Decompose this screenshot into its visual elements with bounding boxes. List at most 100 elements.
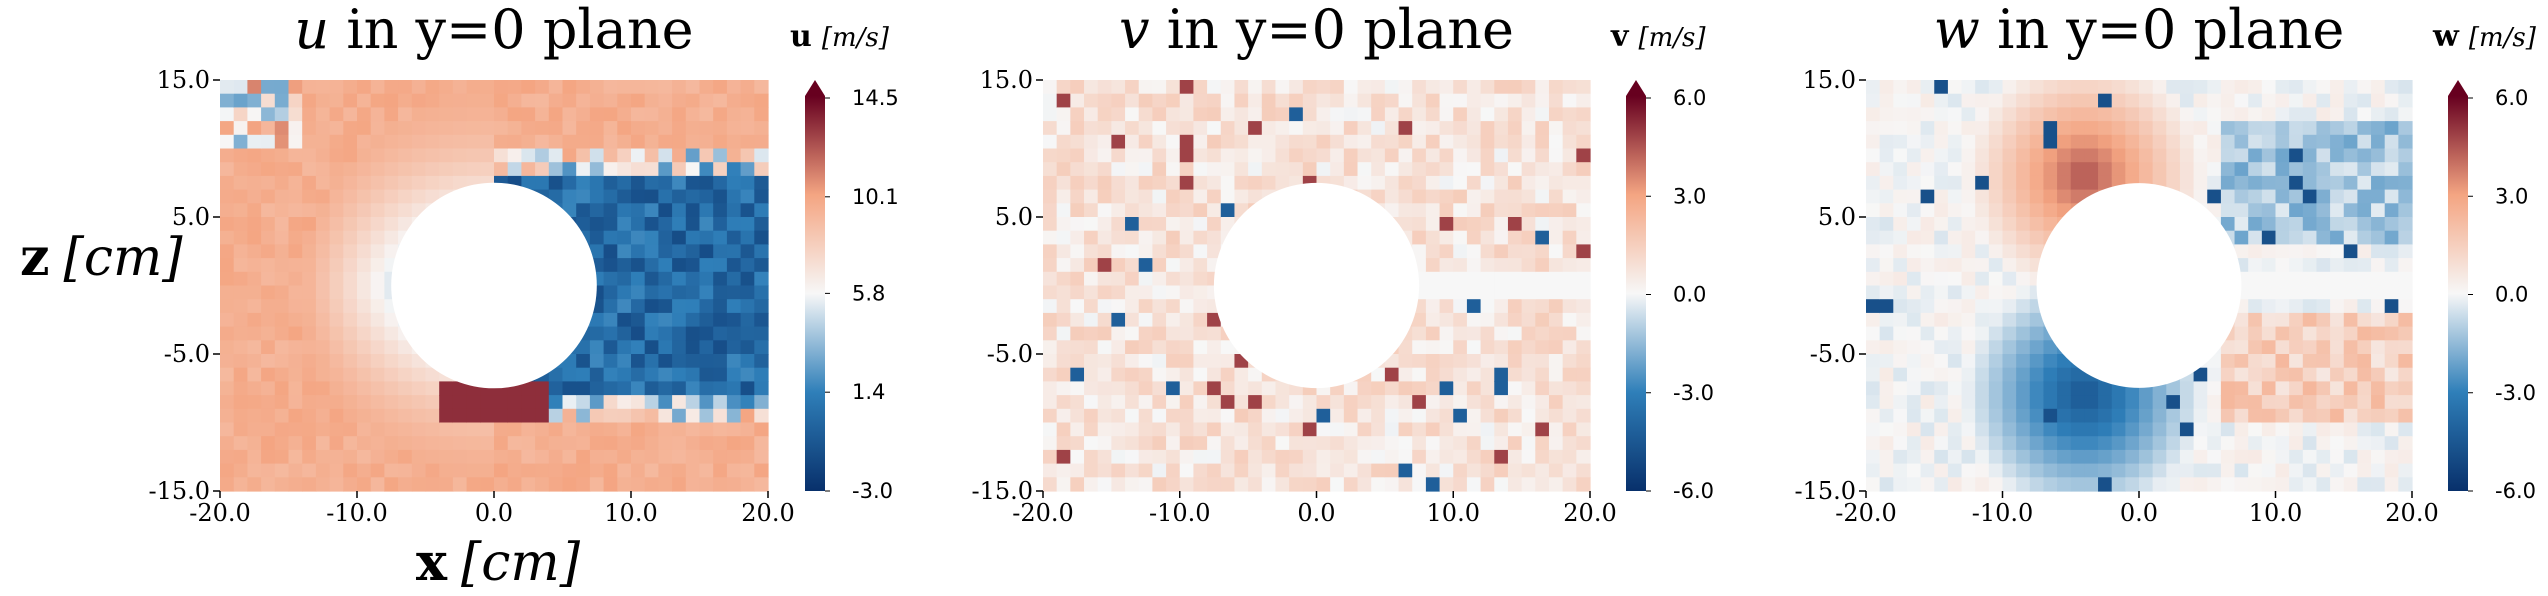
heatmap-cell — [357, 463, 372, 478]
heatmap-cell — [2289, 134, 2304, 150]
heatmap-cell — [2043, 367, 2058, 382]
heatmap-cell — [1357, 422, 1372, 437]
heatmap-cell — [1398, 93, 1413, 108]
heatmap-cell — [1179, 354, 1195, 369]
heatmap-cell — [274, 203, 290, 218]
heatmap-cell — [2261, 367, 2277, 382]
heatmap-cell — [1193, 449, 1208, 465]
heatmap-cell — [2070, 107, 2085, 122]
heatmap-cell — [672, 271, 687, 287]
heatmap-cell — [1357, 121, 1372, 136]
heatmap-cell — [603, 162, 618, 177]
heatmap-cell — [1425, 203, 1441, 218]
heatmap-cell — [1480, 326, 1495, 341]
heatmap-cell — [425, 80, 440, 95]
heatmap-cell — [644, 271, 659, 287]
heatmap-cell — [1947, 121, 1963, 136]
heatmap-cell — [2043, 217, 2058, 232]
heatmap-cell — [672, 299, 687, 314]
heatmap-cell — [1261, 134, 1277, 150]
heatmap-cell — [1494, 422, 1509, 437]
heatmap-cell — [1220, 107, 1236, 122]
heatmap-cell — [535, 408, 550, 424]
heatmap-cell — [658, 436, 673, 451]
heatmap-cell — [2302, 230, 2318, 245]
heatmap-cell — [1412, 203, 1427, 218]
heatmap-cell — [2357, 134, 2372, 150]
heatmap-cell — [1179, 340, 1195, 355]
heatmap-cell — [1507, 148, 1523, 163]
heatmap-cell — [2166, 449, 2181, 465]
heatmap-cell — [1412, 381, 1427, 396]
heatmap-cell — [1330, 93, 1345, 108]
heatmap-cell — [1343, 162, 1359, 177]
heatmap-cell — [1920, 326, 1935, 341]
heatmap-cell — [713, 217, 728, 232]
heatmap-cell — [1398, 449, 1413, 465]
heatmap-cell — [2057, 162, 2072, 177]
heatmap-cell — [302, 107, 317, 122]
heatmap-cell — [699, 162, 714, 177]
heatmap-cell — [329, 162, 344, 177]
x-tick-label: 20.0 — [1563, 499, 1616, 527]
heatmap-cell — [1439, 189, 1454, 204]
heatmap-cell — [1920, 312, 1935, 328]
heatmap-cell — [2330, 340, 2345, 355]
heatmap-cell — [452, 422, 468, 437]
heatmap-cell — [2398, 203, 2413, 218]
heatmap-cell — [2384, 477, 2399, 492]
heatmap-cell — [726, 340, 742, 355]
heatmap-cell — [1166, 340, 1181, 355]
heatmap-cell — [1866, 463, 1881, 478]
heatmap-cell — [1947, 189, 1963, 204]
heatmap-cell — [1166, 175, 1181, 191]
heatmap-cell — [1893, 189, 1908, 204]
heatmap-cell — [1275, 422, 1290, 437]
heatmap-cell — [1234, 175, 1249, 191]
heatmap-cell — [274, 121, 290, 136]
heatmap-cell — [220, 162, 235, 177]
heatmap-cell — [2261, 340, 2277, 355]
heatmap-cell — [1207, 107, 1222, 122]
heatmap-cell — [1961, 121, 1976, 136]
heatmap-cell — [1412, 367, 1427, 382]
heatmap-cell — [1384, 381, 1400, 396]
heatmap-cell — [2330, 381, 2345, 396]
heatmap-cell — [1084, 381, 1099, 396]
heatmap-cell — [2398, 189, 2413, 204]
heatmap-cell — [1866, 422, 1881, 437]
heatmap-cell — [261, 244, 276, 259]
heatmap-cell — [1521, 299, 1536, 314]
heatmap-cell — [1289, 436, 1304, 451]
heatmap-cell — [1425, 217, 1441, 232]
heatmap-cell — [1384, 422, 1400, 437]
heatmap-cell — [726, 148, 742, 163]
heatmap-cell — [2261, 175, 2277, 191]
heatmap-cell — [1152, 299, 1167, 314]
heatmap-cell — [2289, 299, 2304, 314]
heatmap-cell — [1879, 175, 1894, 191]
heatmap-cell — [589, 326, 605, 341]
heatmap-cell — [1548, 312, 1564, 328]
heatmap-cell — [1097, 422, 1112, 437]
heatmap-cell — [1166, 367, 1181, 382]
heatmap-cell — [2261, 189, 2277, 204]
heatmap-cell — [603, 93, 618, 108]
heatmap-cell — [1166, 80, 1181, 95]
heatmap-cell — [2248, 121, 2263, 136]
heatmap-cell — [1248, 422, 1263, 437]
heatmap-cell — [548, 162, 564, 177]
heatmap-cell — [315, 436, 331, 451]
heatmap-cell — [754, 217, 769, 232]
obstacle-circle — [1213, 182, 1420, 389]
heatmap-cell — [480, 93, 495, 108]
heatmap-cell — [754, 299, 769, 314]
heatmap-cell — [2193, 395, 2208, 410]
heatmap-cell — [1562, 367, 1577, 382]
heatmap-cell — [631, 326, 646, 341]
heatmap-cell — [411, 148, 427, 163]
heatmap-cell — [2248, 189, 2263, 204]
heatmap-cell — [384, 134, 399, 150]
heatmap-cell — [494, 121, 509, 136]
heatmap-cell — [315, 367, 331, 382]
